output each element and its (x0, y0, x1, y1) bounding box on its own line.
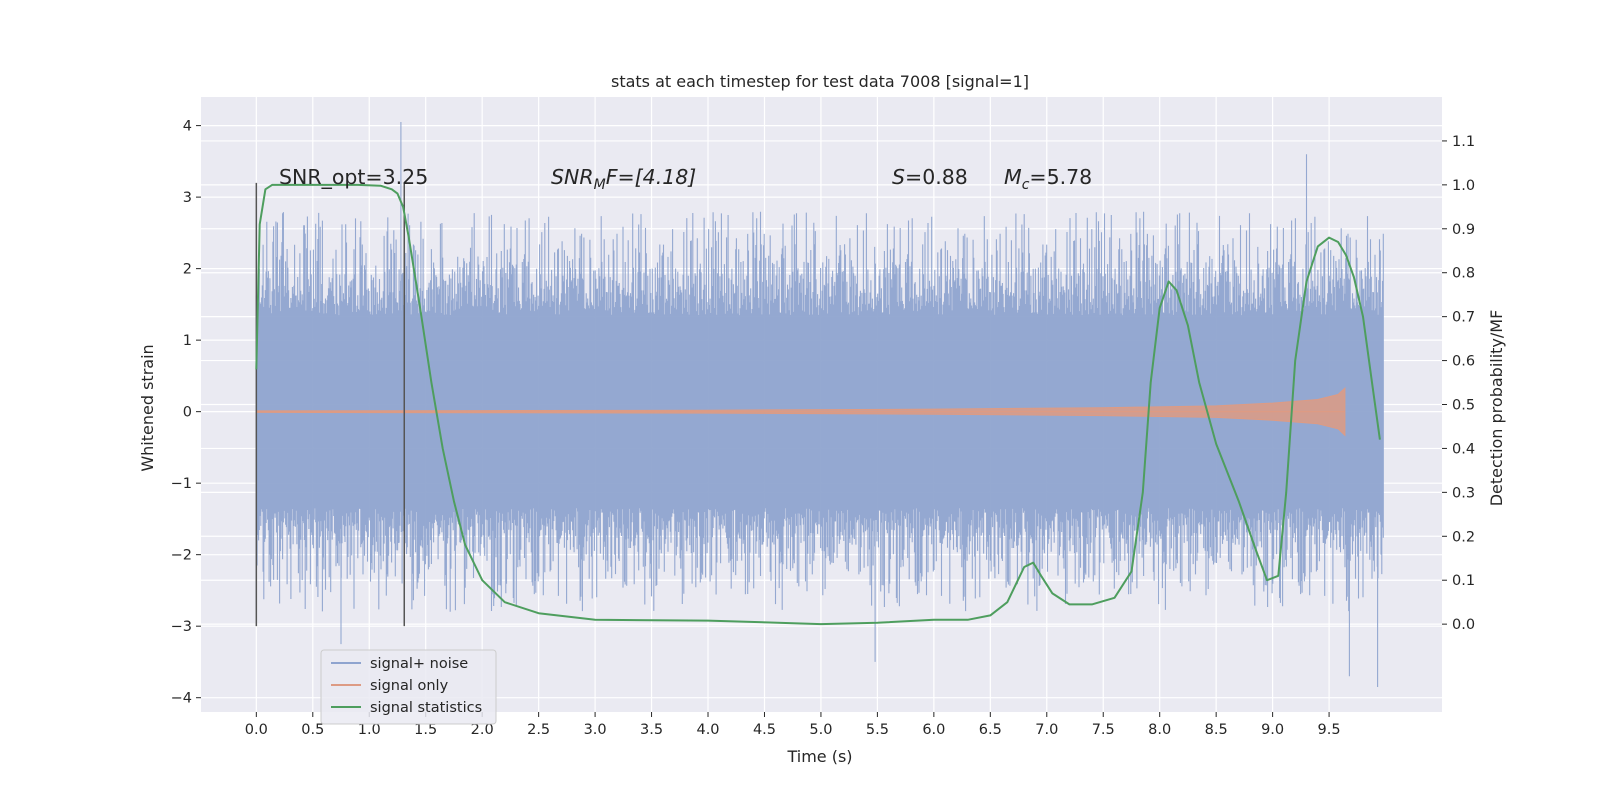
x-tick-label: 2.0 (471, 722, 494, 738)
vertical-markers (255, 182, 406, 627)
y-right-tick-label: 1.1 (1452, 134, 1475, 150)
x-tick-label: 5.0 (809, 722, 832, 738)
legend-label-signal-noise: signal+ noise (370, 656, 468, 672)
y-right-tick-label: 0.9 (1452, 222, 1475, 238)
legend-label-signal-only: signal only (370, 678, 449, 694)
annotation-snr-mf-sub: M (594, 177, 606, 193)
y-left-tick-label: −3 (171, 619, 192, 635)
x-tick-label: 4.5 (753, 722, 776, 738)
series-signal-statistics (255, 183, 1381, 626)
y-right-tick-label: 0.8 (1452, 266, 1475, 282)
annotation-mc: Mc=5.78 (1004, 165, 1092, 193)
x-tick-label: 0.0 (245, 722, 268, 738)
x-tick-label: 1.0 (358, 722, 381, 738)
x-tick-label: 1.5 (414, 722, 437, 738)
annotation-snr-mf-f: F=[4.18] (606, 165, 697, 189)
x-tick-label: 4.0 (696, 722, 719, 738)
y-left-tick-label: 3 (183, 190, 192, 206)
x-tick-label: 6.0 (922, 722, 945, 738)
annotation-s: S=0.88 (892, 165, 968, 189)
y-right-tick-label: 0.4 (1452, 441, 1475, 457)
x-tick-label: 6.5 (979, 722, 1002, 738)
annotation-mc-sub: c (1022, 177, 1030, 193)
x-tick-label: 9.5 (1318, 722, 1341, 738)
y-axis-right: 1.1 1.0 0.9 0.8 0.7 0.6 0.5 0.4 0.3 0.2 0.1 0.0 (1442, 134, 1475, 633)
legend-label-signal-statistics: signal statistics (370, 700, 482, 716)
y-left-tick-label: 0 (183, 405, 192, 421)
y-right-tick-label: 0.1 (1452, 573, 1475, 589)
legend: signal+ noise signal only signal statist… (320, 649, 497, 725)
annotation-snr-mf-main: SNR (551, 165, 594, 189)
y-right-tick-label: 0.7 (1452, 310, 1475, 326)
annotation-snr-mf: SNRMF=[4.18] (551, 165, 696, 193)
y-axis-left-label: Whitened strain (138, 344, 157, 471)
y-right-tick-label: 0.0 (1452, 617, 1475, 633)
x-tick-label: 0.5 (301, 722, 324, 738)
x-tick-label: 3.5 (640, 722, 663, 738)
x-tick-label: 5.5 (866, 722, 889, 738)
x-tick-label: 8.0 (1148, 722, 1171, 738)
annotation-mc-value: =5.78 (1029, 165, 1092, 189)
x-axis-label: Time (s) (786, 747, 852, 766)
y-right-tick-label: 0.2 (1452, 529, 1475, 545)
y-right-tick-label: 0.3 (1452, 485, 1475, 501)
y-right-tick-label: 0.6 (1452, 354, 1475, 370)
y-left-tick-label: −2 (171, 548, 192, 564)
x-tick-label: 2.5 (527, 722, 550, 738)
annotation-s-value: =0.88 (905, 165, 968, 189)
x-tick-label: 8.5 (1205, 722, 1228, 738)
y-left-tick-label: −4 (171, 691, 192, 707)
x-axis: 0.0 0.5 1.0 1.5 2.0 2.5 3.0 3.5 4.0 4.5 5.0 5.5 6.0 6… (245, 712, 1341, 738)
annotation-s-label: S (892, 165, 905, 189)
x-tick-label: 7.0 (1035, 722, 1058, 738)
y-left-tick-label: 2 (183, 262, 192, 278)
x-tick-label: 9.0 (1261, 722, 1284, 738)
y-axis-right-label: Detection probability/MF (1487, 310, 1506, 507)
x-tick-label: 7.5 (1092, 722, 1115, 738)
legend-box (320, 649, 497, 725)
y-axis-left: 4 3 2 1 0 −1 −2 −3 −4 (171, 119, 201, 707)
y-left-tick-label: 1 (183, 333, 192, 349)
annotation-mc-main: M (1004, 165, 1022, 189)
y-right-tick-label: 1.0 (1452, 178, 1475, 194)
chart-title: stats at each timestep for test data 700… (611, 72, 1029, 91)
y-left-tick-label: −1 (171, 476, 192, 492)
x-tick-label: 3.0 (584, 722, 607, 738)
y-left-tick-label: 4 (183, 119, 192, 135)
y-right-tick-label: 0.5 (1452, 398, 1475, 414)
statistics-line (255, 183, 1381, 626)
series-signal-only (255, 386, 1346, 437)
annotation-snr-opt: SNR_opt=3.25 (279, 165, 428, 190)
